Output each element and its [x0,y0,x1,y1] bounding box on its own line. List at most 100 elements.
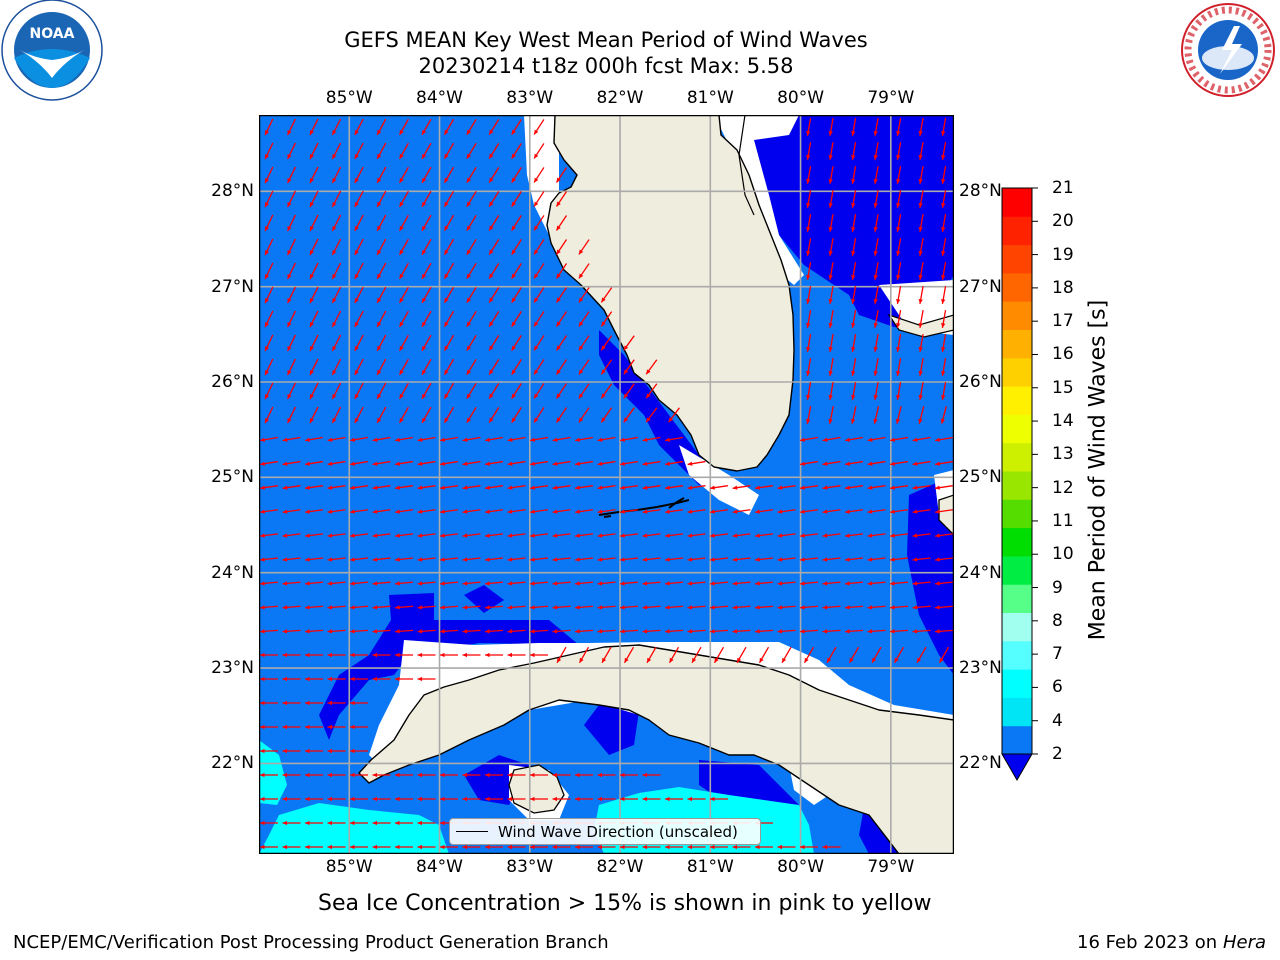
wind-wave-arrow-head [327,796,333,802]
wind-wave-arrow-head [822,557,828,562]
wind-wave-arrow-head [444,177,449,183]
wind-wave-arrow-head [287,298,292,304]
wind-wave-arrow-head [395,509,400,514]
wind-wave-arrow-head [710,509,715,514]
wind-wave-arrow-head [309,298,314,304]
wind-wave-arrow-head [890,437,895,442]
wind-wave-arrow-head [287,154,292,160]
wind-wave-arrow-head [941,323,946,328]
wind-wave-arrow-head [350,533,355,538]
wind-wave-arrow-head [422,321,427,327]
colorbar-tick-label: 6 [1052,677,1063,698]
wind-wave-arrow-head [620,605,625,610]
colorbar-segment [1002,301,1032,330]
lon-tick-label-top: 84°W [416,88,463,108]
wind-wave-arrow-head [867,581,873,586]
wind-wave-arrow-head [372,509,378,514]
wind-wave-arrow-head [287,394,292,400]
wind-wave-arrow-head [822,533,828,538]
wind-wave-arrow-head [800,461,805,466]
wind-wave-arrow-head [912,509,918,514]
wind-wave-arrow-head [873,347,878,352]
wind-wave-arrow-head [665,485,670,490]
wind-wave-arrow-head [597,437,603,442]
wind-wave-arrow-head [507,605,513,610]
wind-wave-arrow-head [941,395,946,400]
wind-wave-arrow-head [828,227,833,232]
wind-wave-arrow-head [511,273,516,279]
wind-wave-arrow-head [668,417,674,423]
wind-wave-arrow-head [417,509,423,514]
wind-wave-arrow-head [395,629,400,634]
wind-wave-arrow-head [466,225,472,231]
wind-wave-arrow-head [732,557,738,562]
wind-wave-arrow-head [602,657,607,663]
wind-wave-arrow-head [552,844,558,850]
wind-wave-arrow-head [350,796,355,802]
wind-wave-arrow-head [350,437,355,442]
wind-wave-arrow-head [332,346,337,352]
wind-wave-arrow-head [575,557,580,562]
wind-wave-arrow-head [530,796,535,802]
wind-wave-arrow-head [620,629,625,634]
wind-wave-arrow-head [890,557,895,562]
wind-wave-arrow-head [260,748,265,754]
wind-wave-arrow-head [305,461,310,466]
wind-wave-arrow-head [395,461,400,466]
wind-wave-arrow-head [466,177,472,183]
wind-wave-arrow-head [309,226,314,232]
wind-wave-arrow-head [867,509,873,514]
wind-wave-arrow-head [941,131,946,136]
wind-wave-arrow-head [265,370,270,376]
wind-wave-arrow-head [507,557,513,562]
wind-wave-arrow-head [305,700,310,706]
wind-wave-arrow-head [372,461,378,466]
wind-wave-arrow-head [828,323,833,328]
svg-text:NOAA: NOAA [30,26,75,42]
wind-wave-arrow-head [485,437,490,442]
wind-wave-arrow-head [620,437,625,442]
wind-wave-arrow-head [444,129,449,135]
wind-wave-arrow-head [777,509,783,514]
wind-wave-arrow-head [822,485,828,490]
wind-wave-arrow-head [507,844,513,850]
wind-wave-arrow-head [305,485,310,490]
lat-tick-label-right: 28°N [959,181,1002,202]
wind-wave-arrow-head [309,322,314,328]
wind-wave-arrow-head [782,657,787,663]
land-isle-of-youth [508,764,565,814]
colorbar-tick-label: 19 [1052,244,1074,265]
wind-wave-arrow-head [687,509,693,514]
wind-wave-arrow-head [822,629,828,634]
wind-wave-arrow-head [350,557,355,562]
wind-wave-arrow-head [642,844,648,850]
wind-wave-arrow-head [305,437,310,442]
lon-tick-label-bottom: 79°W [867,857,915,877]
wind-wave-arrow-head [417,485,423,490]
wind-wave-arrow-head [260,461,265,466]
wind-wave-arrow-head [395,676,400,682]
lon-tick-label-top: 83°W [506,88,554,108]
wind-wave-arrow-head [642,437,648,442]
lon-tick-label-bottom: 82°W [596,857,644,877]
legend-line-swatch [456,831,488,832]
wind-wave-arrow-head [305,820,310,826]
wind-wave-arrow-head [395,485,400,490]
wind-wave-arrow-head [755,581,760,586]
wind-wave-arrow-head [511,153,516,159]
wind-wave-arrow-head [828,179,833,184]
wind-wave-arrow-head [912,581,918,586]
wind-wave-arrow-head [462,485,468,490]
wind-wave-arrow-head [941,347,946,352]
wind-wave-arrow-head [800,437,805,442]
wind-wave-arrow-head [444,297,449,303]
wind-wave-arrow-head [845,629,850,634]
wind-wave-arrow-head [755,509,760,514]
wind-wave-arrow-head [896,275,901,280]
wind-wave-arrow-head [350,509,355,514]
wind-wave-arrow-head [372,605,378,610]
wind-wave-arrow-head [912,533,918,538]
wind-wave-arrow-head [485,652,490,658]
wind-wave-arrow-head [260,700,265,706]
wind-wave-arrow-head [350,485,355,490]
